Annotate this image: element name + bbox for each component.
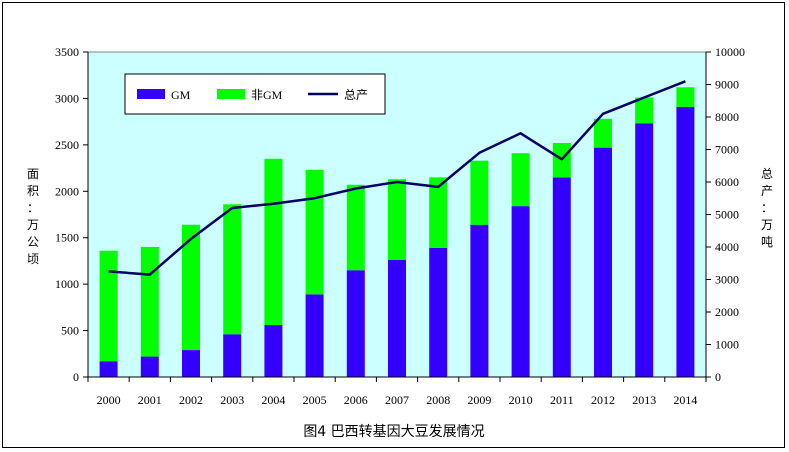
legend-box [124,73,386,115]
y-left-tick-label: 1000 [55,277,79,291]
bar-non-gm [676,87,695,107]
x-tick-label: 2013 [632,393,656,407]
line-total-production [108,80,686,276]
x-tick-label: 2014 [673,393,697,407]
x-tick-label: 2003 [220,393,244,407]
x-tick-label: 2008 [426,393,450,407]
bar-gm [511,206,530,377]
bar-non-gm [264,158,283,325]
line-layer [108,80,686,276]
y-axis-right-title-text: 总产：万吨 [761,167,773,249]
legend-label-non-gm: 非GM [251,88,283,102]
legend-swatch-gm [137,89,165,99]
bar-gm [470,224,489,377]
x-tick-label: 2001 [138,393,162,407]
y-left-tick-label: 3000 [55,91,79,105]
bar-gm [429,247,448,377]
bar-gm [223,334,242,377]
legend-swatch-non-gm [217,89,245,99]
y-right-tick-label: 5000 [715,208,739,222]
bar-non-gm [429,177,448,248]
x-tick-label: 2000 [97,393,121,407]
x-tick-label: 2009 [467,393,491,407]
bar-gm [140,356,159,377]
legend: GM 非GM 总产 [124,73,386,115]
x-tick-label: 2002 [179,393,203,407]
y-axis-left-title: 面积：万公顷 [27,167,39,266]
bar-non-gm [594,118,612,148]
y-right-tick-label: 4000 [715,240,739,254]
bar-gm [264,325,283,377]
y-left-tick-label: 2000 [55,184,79,198]
bar-gm [594,147,612,377]
bar-gm [99,361,118,377]
bar-gm [388,260,406,377]
bar-non-gm [470,160,489,225]
bar-group [99,87,695,378]
y-left-tick-label: 2500 [55,138,79,152]
x-tick-label: 2010 [509,393,533,407]
y-right-tick-label: 8000 [715,110,739,124]
x-tick-label: 2004 [261,393,285,407]
bar-gm [635,123,654,377]
chart-title: 图4 巴西转基因大豆发展情况 [303,423,484,440]
y-right-tick-label: 10000 [715,45,745,59]
y-left-tick-label: 0 [73,370,79,384]
bar-gm [346,270,365,377]
y-right-tick-label: 6000 [715,175,739,189]
y-right-tick-label: 3000 [715,273,739,287]
bar-non-gm [140,247,159,357]
y-left-tick-label: 500 [61,324,79,338]
y-right-tick-label: 9000 [715,78,739,92]
bar-gm [305,294,324,377]
bar-non-gm [305,169,324,295]
x-tick-label: 2007 [385,393,409,407]
bar-non-gm [182,224,200,351]
y-axis-right-title: 总产：万吨 [761,167,773,249]
bar-gm [182,350,200,377]
bar-non-gm [635,97,654,124]
bar-gm [676,106,695,378]
axes: 0 500 1000 1500 2000 2500 3000 3500 0 1000 2000 300… [27,45,773,407]
x-tick-label: 2011 [550,393,574,407]
x-tick-label: 2012 [591,393,615,407]
bar-non-gm [223,204,242,335]
y-left-tick-label: 3500 [55,45,79,59]
legend-label-total: 总产 [344,88,368,102]
y-right-tick-label: 2000 [715,305,739,319]
x-tick-label: 2005 [303,393,327,407]
x-tick-label: 2006 [344,393,368,407]
bar-non-gm [346,184,365,271]
y-right-tick-label: 7000 [715,143,739,157]
legend-label-gm: GM [171,88,191,102]
bar-non-gm [99,250,118,362]
y-right-tick-label: 0 [715,370,721,384]
bar-non-gm [511,153,530,207]
bar-non-gm [388,179,406,260]
bar-gm [552,177,571,377]
y-left-tick-label: 1500 [55,231,79,245]
y-axis-left-title-text: 面积：万公顷 [27,167,39,266]
y-right-tick-label: 1000 [715,338,739,352]
